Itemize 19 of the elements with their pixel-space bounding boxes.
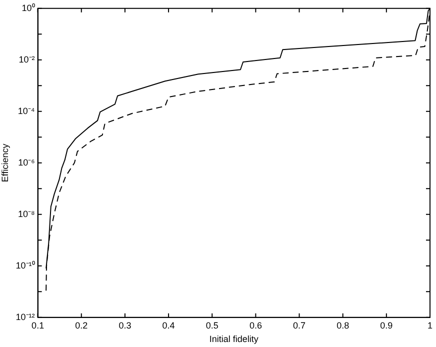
y-tick-label: 10⁻¹²	[16, 312, 35, 322]
x-axis-title: Initial fidelity	[209, 334, 259, 344]
x-tick-label: 0.8	[336, 320, 350, 330]
y-axis-title: Efficiency	[0, 143, 10, 182]
y-tick-label: 10⁻²	[18, 54, 35, 64]
y-tick-label: 10⁻¹⁰	[16, 260, 35, 270]
x-tick-label: 0.3	[118, 320, 132, 330]
y-tick-label: 10⁻⁸	[18, 208, 36, 219]
x-tick-label: 0.4	[162, 320, 175, 330]
x-tick-label: 1	[427, 320, 433, 330]
x-tick-label: 0.5	[206, 320, 218, 330]
x-tick-label: 0.7	[293, 320, 306, 330]
x-tick-label: 0.9	[380, 320, 393, 330]
y-tick-label: 10⁰	[22, 2, 35, 13]
x-tick-label: 0.6	[249, 320, 262, 330]
x-tick-label: 0.2	[75, 320, 88, 330]
x-tick-label: 0.1	[32, 320, 44, 330]
y-tick-label: 10⁻⁶	[18, 157, 36, 168]
y-tick-label: 10⁻⁴	[18, 106, 35, 116]
